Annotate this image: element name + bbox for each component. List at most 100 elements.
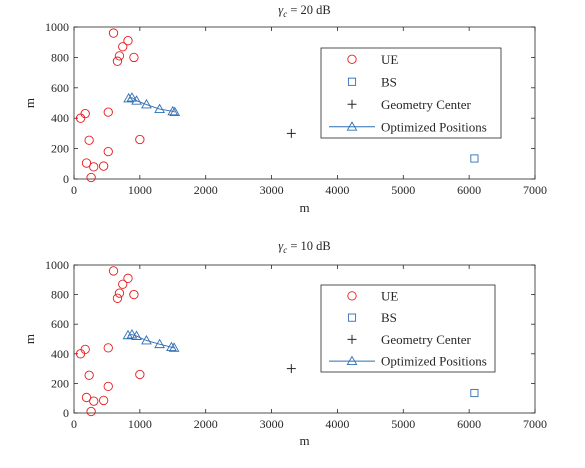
legend-label: Geometry Center xyxy=(381,97,472,112)
title-subscript: c xyxy=(283,245,287,255)
legend-triangle-icon xyxy=(346,121,358,131)
bs-point xyxy=(470,154,479,163)
ue-point xyxy=(123,36,133,46)
ue-point xyxy=(84,370,94,380)
legend-label: UE xyxy=(381,52,398,67)
x-axis-label: m xyxy=(299,200,309,215)
series-bs xyxy=(470,154,479,163)
ue-point xyxy=(75,349,86,359)
series-ue xyxy=(75,266,145,417)
ue-point xyxy=(108,266,119,276)
legend-label: UE xyxy=(381,288,398,303)
ue-point xyxy=(103,343,113,353)
ue-point xyxy=(89,162,99,172)
chart-title: γc = 10 dB xyxy=(278,239,330,255)
chart-panel-2: 0 1000 2000 3000 4000 5000 6000 7000 0 200 400 600 8… xyxy=(22,239,547,448)
title-text: = 10 dB xyxy=(287,239,331,253)
optimized-position-point xyxy=(131,330,142,340)
ue-point xyxy=(112,293,123,303)
ue-point xyxy=(108,28,119,38)
y-tick-label: 800 xyxy=(51,288,69,302)
x-tick-label: 6000 xyxy=(457,183,481,197)
x-tick-label: 0 xyxy=(71,417,77,431)
series-ue xyxy=(75,28,145,183)
optimized-position-point xyxy=(169,106,181,117)
legend-triangle-icon xyxy=(346,355,358,366)
series-geometry-center xyxy=(286,364,296,374)
legend: UE BS Geometry Center Optimized Positions xyxy=(320,47,502,139)
y-tick-label: 0 xyxy=(63,406,69,420)
ue-point xyxy=(75,113,86,123)
ue-point xyxy=(123,273,133,283)
bs-point xyxy=(470,388,479,398)
x-tick-label: 2000 xyxy=(194,417,218,431)
geometry-center-point xyxy=(286,128,296,138)
x-axis-label: m xyxy=(299,433,309,448)
legend-label: Optimized Positions xyxy=(381,119,487,134)
optimized-position-point xyxy=(154,103,165,113)
ue-point xyxy=(118,42,128,52)
legend-label: BS xyxy=(381,310,397,325)
y-tick-label: 0 xyxy=(63,172,69,186)
ue-point xyxy=(129,52,139,63)
legend-square-icon xyxy=(347,77,357,86)
legend-plus-icon xyxy=(347,99,357,109)
x-tick-label: 6000 xyxy=(457,417,481,431)
y-tick-label: 600 xyxy=(51,317,69,331)
legend-label: Optimized Positions xyxy=(381,354,487,369)
legend-label: BS xyxy=(381,74,397,89)
x-tick-label: 5000 xyxy=(391,417,415,431)
legend-square-icon xyxy=(347,313,357,322)
optimized-position-point xyxy=(168,342,180,352)
x-tick-label: 4000 xyxy=(325,183,349,197)
series-optimized-positions xyxy=(122,329,180,352)
ue-point xyxy=(89,396,99,406)
y-tick-label: 200 xyxy=(51,376,69,390)
ue-point xyxy=(114,288,125,298)
optimized-position-point xyxy=(141,99,152,109)
y-axis-label: m xyxy=(22,334,37,344)
ue-point xyxy=(86,406,96,417)
title-symbol: γ xyxy=(278,239,284,253)
optimized-position-point xyxy=(126,329,138,339)
x-tick-label: 1000 xyxy=(128,417,152,431)
optimized-position-point xyxy=(166,341,177,352)
ue-point xyxy=(84,135,94,145)
y-axis-label: m xyxy=(22,98,37,108)
ue-point xyxy=(114,51,125,61)
optimized-position-point xyxy=(154,338,165,349)
title-symbol: γ xyxy=(278,3,284,17)
series-bs xyxy=(470,388,479,398)
legend-circle-icon xyxy=(347,291,357,301)
ue-point xyxy=(103,107,113,117)
geometry-center-point xyxy=(286,364,296,374)
ue-point xyxy=(135,369,145,380)
chart-panel-1: 0 1000 2000 3000 4000 5000 6000 7000 0 200 400 600 8… xyxy=(22,3,547,215)
legend-circle-icon xyxy=(347,54,357,64)
y-tick-label: 600 xyxy=(51,81,69,95)
optimized-position-point xyxy=(131,95,142,105)
ue-point xyxy=(118,279,128,289)
optimized-position-point xyxy=(141,334,152,345)
x-tick-label: 3000 xyxy=(260,417,284,431)
x-tick-label: 4000 xyxy=(325,417,349,431)
y-tick-label: 400 xyxy=(51,347,69,361)
x-tick-label: 7000 xyxy=(523,417,547,431)
ue-point xyxy=(81,392,92,403)
ue-point xyxy=(103,381,113,392)
ue-point xyxy=(103,146,113,157)
ue-point xyxy=(98,395,109,406)
ue-point xyxy=(86,172,96,183)
optimized-position-point xyxy=(122,329,134,340)
series-optimized-positions xyxy=(123,92,181,117)
x-tick-label: 2000 xyxy=(194,183,218,197)
legend-plus-icon xyxy=(347,334,357,344)
chart-title: γc = 20 dB xyxy=(278,3,330,19)
legend-label: Geometry Center xyxy=(381,332,472,347)
title-text: = 20 dB xyxy=(287,3,331,17)
x-tick-label: 3000 xyxy=(260,183,284,197)
ue-point xyxy=(98,161,109,171)
optimized-position-point xyxy=(126,92,138,102)
legend: UE BS Geometry Center Optimized Positions xyxy=(320,284,496,373)
